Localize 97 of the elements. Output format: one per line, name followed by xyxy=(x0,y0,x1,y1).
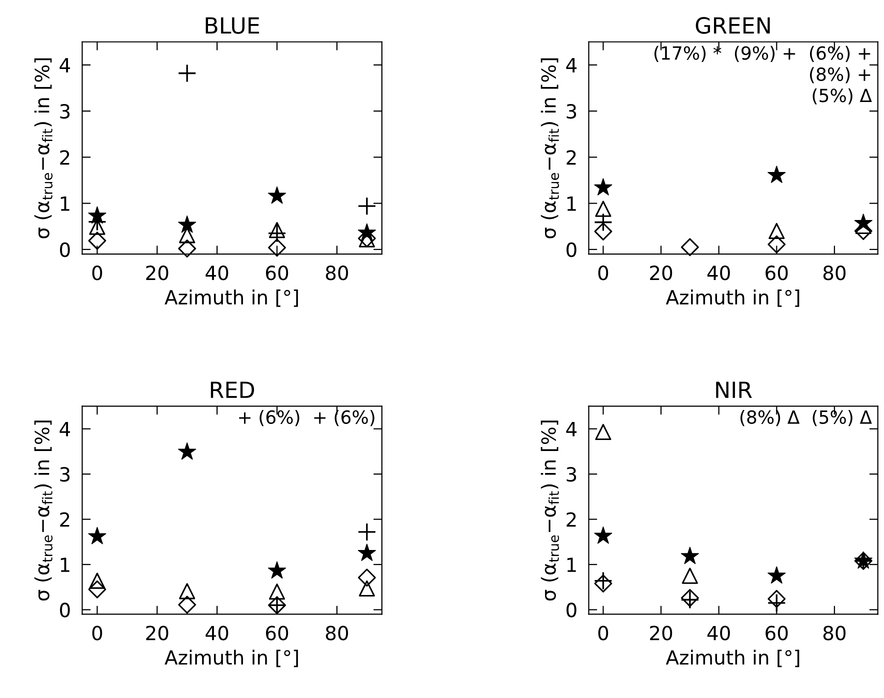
x-tick-label: 80 xyxy=(326,266,348,280)
point xyxy=(88,526,106,544)
chart-title: RED xyxy=(210,382,254,398)
x-tick-label: 40 xyxy=(206,626,228,640)
x-tick-label: 0 xyxy=(598,266,608,280)
y-tick-label: 0 xyxy=(60,242,70,258)
point xyxy=(768,590,786,608)
y-tick-label: 2 xyxy=(566,150,576,165)
x-axis-title: Azimuth in [°] xyxy=(666,650,800,668)
point xyxy=(768,566,786,584)
y-axis-title: σ (α$_{true}$−α$_{fit}$) in [%] xyxy=(34,58,53,238)
chart-title: BLUE xyxy=(206,17,260,34)
annotation: + (6%) + (6%) xyxy=(239,410,374,426)
point xyxy=(268,584,286,600)
y-tick-label: 4 xyxy=(566,422,577,436)
point xyxy=(88,232,106,250)
y-axis-title: σ (α$_{true}$−α$_{fit}$) in [%] xyxy=(34,420,53,601)
point xyxy=(358,568,376,587)
x-tick-label: 20 xyxy=(146,266,168,280)
x-tick-label: 60 xyxy=(266,266,288,280)
y-tick-label: 1 xyxy=(567,558,576,572)
point xyxy=(268,238,286,257)
point xyxy=(178,64,196,83)
y-tick-label: 4 xyxy=(60,422,70,436)
point xyxy=(178,596,196,614)
y-tick-label: 3 xyxy=(60,104,70,119)
x-axis-title: Azimuth in [°] xyxy=(164,290,298,307)
point xyxy=(358,544,376,561)
x-tick-label: 20 xyxy=(650,626,672,640)
point xyxy=(595,424,612,440)
point xyxy=(89,218,106,235)
point xyxy=(88,580,106,598)
x-tick-label: 40 xyxy=(206,266,228,280)
point xyxy=(179,227,196,244)
y-axis-title: σ (α$_{true}$−α$_{fit}$) in [%] xyxy=(540,58,560,238)
annotation: (17%) * (9%) + (6%) + xyxy=(654,46,870,62)
x-tick-label: 80 xyxy=(823,626,846,640)
y-tick-label: 0 xyxy=(566,242,576,258)
point xyxy=(768,235,786,254)
y-tick-label: 4 xyxy=(566,58,577,72)
point xyxy=(768,166,786,183)
point xyxy=(768,222,785,240)
y-tick-label: 3 xyxy=(566,467,576,482)
point xyxy=(178,240,196,258)
annotation: (5%) Δ xyxy=(812,88,872,104)
point xyxy=(594,178,612,196)
x-tick-label: 0 xyxy=(598,626,608,640)
y-tick-label: 2 xyxy=(60,512,70,527)
chart-title: GREEN xyxy=(696,17,770,34)
y-tick-label: 4 xyxy=(60,58,70,72)
annotation: (8%) Δ (5%) Δ xyxy=(740,410,872,426)
point xyxy=(767,594,786,612)
point xyxy=(268,222,286,238)
x-tick-label: 40 xyxy=(707,626,730,640)
point xyxy=(594,574,612,592)
point xyxy=(594,222,612,240)
y-tick-label: 0 xyxy=(60,602,70,618)
x-tick-label: 80 xyxy=(823,266,846,280)
point xyxy=(594,571,613,590)
point xyxy=(680,238,699,256)
chart-title: NIR xyxy=(716,382,752,398)
y-tick-label: 1 xyxy=(60,558,70,572)
point xyxy=(358,522,376,542)
x-axis-title: Azimuth in [°] xyxy=(164,650,298,668)
point xyxy=(358,580,375,597)
point xyxy=(358,196,376,216)
point xyxy=(594,526,612,544)
point xyxy=(595,200,612,217)
x-tick-label: 60 xyxy=(266,626,288,640)
x-tick-label: 0 xyxy=(92,266,102,280)
y-tick-label: 1 xyxy=(567,196,576,211)
x-tick-label: 40 xyxy=(707,266,730,280)
point xyxy=(680,546,699,564)
x-tick-label: 60 xyxy=(766,626,788,640)
y-tick-label: 2 xyxy=(566,512,576,527)
y-tick-label: 3 xyxy=(60,467,70,482)
x-axis-title: Azimuth in [°] xyxy=(666,290,800,307)
point xyxy=(178,442,196,460)
y-tick-label: 0 xyxy=(566,602,576,618)
point xyxy=(268,224,286,243)
point xyxy=(268,561,286,579)
x-tick-label: 80 xyxy=(326,626,348,640)
annotation: (8%) + xyxy=(810,67,870,84)
x-tick-label: 20 xyxy=(146,626,168,640)
point xyxy=(179,583,196,600)
point xyxy=(268,186,286,204)
y-axis-title: σ (α$_{true}$−α$_{fit}$) in [%] xyxy=(540,420,560,601)
x-tick-label: 60 xyxy=(766,266,788,280)
x-tick-label: 0 xyxy=(92,626,102,640)
y-tick-label: 1 xyxy=(60,196,70,211)
y-tick-label: 2 xyxy=(60,150,70,165)
y-tick-label: 3 xyxy=(566,104,576,119)
point xyxy=(594,212,613,232)
x-tick-label: 20 xyxy=(650,266,672,280)
point xyxy=(178,216,196,233)
point xyxy=(89,572,106,589)
point xyxy=(682,568,698,584)
